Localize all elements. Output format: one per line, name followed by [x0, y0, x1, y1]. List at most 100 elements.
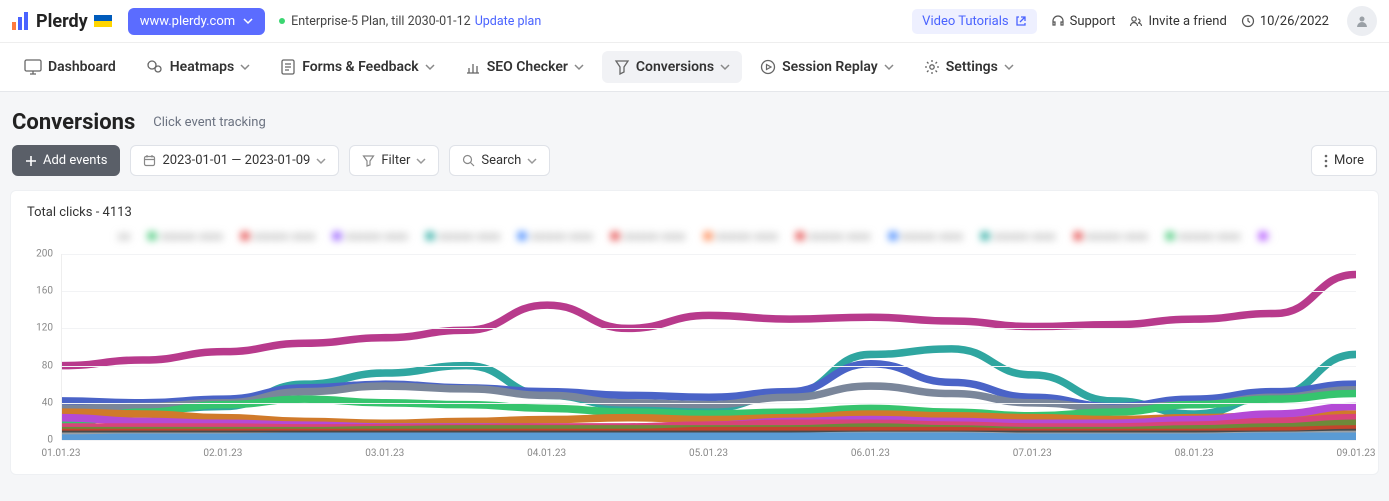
dots-vertical-icon [1324, 154, 1328, 168]
chart-area: 04080120160200 01.01.2302.01.2303.01.230… [27, 254, 1362, 464]
more-label: More [1334, 153, 1364, 168]
video-tutorials-label: Video Tutorials [922, 14, 1008, 29]
plus-icon [25, 155, 37, 167]
status-dot-icon [279, 18, 285, 24]
nav-label: Settings [946, 59, 998, 75]
headset-icon [1051, 14, 1065, 28]
plan-info: Enterprise-5 Plan, till 2030-01-12 Updat… [279, 14, 541, 29]
add-events-label: Add events [43, 153, 107, 168]
nav-forms[interactable]: Forms & Feedback [268, 51, 447, 83]
plot-area [61, 254, 1356, 440]
funnel-icon [614, 59, 630, 75]
chart-title: Total clicks - 4113 [27, 205, 1362, 220]
add-events-button[interactable]: Add events [12, 145, 120, 176]
x-tick-label: 06.01.23 [851, 448, 890, 459]
x-tick-label: 03.01.23 [365, 448, 404, 459]
update-plan-link[interactable]: Update plan [475, 14, 542, 29]
nav-session-replay[interactable]: Session Replay [748, 51, 906, 83]
more-button[interactable]: More [1311, 145, 1377, 176]
gear-icon [924, 59, 940, 75]
nav-conversions[interactable]: Conversions [602, 51, 742, 83]
chart-card: Total clicks - 4113 xxxxxx xxxxxxxxxx xx… [10, 190, 1379, 475]
invite-link[interactable]: Invite a friend [1129, 14, 1226, 29]
chevron-down-icon [720, 62, 730, 72]
y-tick-label: 200 [36, 249, 53, 260]
x-tick-label: 01.01.23 [42, 448, 81, 459]
page-subtitle: Click event tracking [153, 115, 266, 130]
external-link-icon [1015, 15, 1027, 27]
heatmap-icon [146, 59, 164, 75]
plan-text: Enterprise-5 Plan, till 2030-01-12 [291, 14, 471, 29]
chevron-down-icon [574, 62, 584, 72]
monitor-icon [24, 59, 42, 75]
nav-dashboard[interactable]: Dashboard [12, 51, 128, 83]
video-tutorials-button[interactable]: Video Tutorials [912, 9, 1036, 34]
topbar-right: Video Tutorials Support Invite a friend … [912, 6, 1377, 36]
search-button[interactable]: Search [449, 145, 550, 176]
y-tick-label: 80 [42, 360, 53, 371]
nav-label: Heatmaps [170, 59, 234, 75]
site-selector-button[interactable]: www.plerdy.com [128, 8, 265, 35]
date-display: 10/26/2022 [1241, 14, 1329, 29]
y-tick-label: 120 [36, 323, 53, 334]
chart-title-prefix: Total clicks - [27, 205, 103, 220]
nav-heatmaps[interactable]: Heatmaps [134, 51, 262, 83]
y-tick-label: 160 [36, 286, 53, 297]
date-range-button[interactable]: 2023-01-01 — 2023-01-09 [130, 145, 339, 176]
user-avatar[interactable] [1347, 6, 1377, 36]
filter-button[interactable]: Filter [349, 145, 439, 176]
clock-icon [1241, 14, 1255, 28]
y-tick-label: 0 [47, 435, 53, 446]
support-link[interactable]: Support [1051, 14, 1116, 29]
chevron-down-icon [425, 62, 435, 72]
invite-label: Invite a friend [1148, 14, 1226, 29]
nav-label: Dashboard [48, 59, 116, 75]
page-title: Conversions [12, 110, 135, 135]
date-range-label: 2023-01-01 — 2023-01-09 [162, 153, 310, 168]
chevron-down-icon [243, 16, 253, 26]
x-tick-label: 02.01.23 [203, 448, 242, 459]
x-tick-label: 04.01.23 [527, 448, 566, 459]
logo-text: Plerdy [36, 11, 88, 32]
x-tick-label: 05.01.23 [689, 448, 728, 459]
toolbar: Add events 2023-01-01 — 2023-01-09 Filte… [0, 145, 1389, 190]
chart-lines [62, 254, 1356, 440]
chevron-down-icon [527, 156, 537, 166]
nav-label: Session Replay [782, 59, 878, 75]
logo[interactable]: Plerdy [12, 11, 112, 32]
nav-seo[interactable]: SEO Checker [453, 51, 596, 83]
logo-icon [12, 12, 32, 30]
support-label: Support [1070, 14, 1116, 29]
chart-series-line [62, 274, 1356, 365]
nav-settings[interactable]: Settings [912, 51, 1026, 83]
ukraine-flag-icon [94, 15, 112, 27]
nav-label: Forms & Feedback [302, 59, 419, 75]
chart-total: 4113 [103, 205, 132, 220]
x-axis: 01.01.2302.01.2303.01.2304.01.2305.01.23… [61, 444, 1356, 464]
play-circle-icon [760, 59, 776, 75]
search-icon [462, 154, 475, 167]
calendar-icon [143, 154, 156, 167]
chevron-down-icon [240, 62, 250, 72]
chevron-down-icon [1004, 62, 1014, 72]
chart-legend: xxxxxx xxxxxxxxxx xxxxxxxxxx xxxxxxxxxx … [117, 226, 1272, 246]
main-nav: Dashboard Heatmaps Forms & Feedback SEO … [0, 43, 1389, 92]
page-header: Conversions Click event tracking [0, 92, 1389, 145]
filter-label: Filter [381, 153, 410, 168]
chevron-down-icon [884, 62, 894, 72]
form-icon [280, 59, 296, 75]
x-tick-label: 08.01.23 [1175, 448, 1214, 459]
topbar: Plerdy www.plerdy.com Enterprise-5 Plan,… [0, 0, 1389, 43]
site-selector-label: www.plerdy.com [140, 14, 235, 29]
filter-icon [362, 154, 375, 167]
date-text: 10/26/2022 [1260, 14, 1329, 29]
x-tick-label: 09.01.23 [1337, 448, 1376, 459]
x-tick-label: 07.01.23 [1013, 448, 1052, 459]
chart-series-line [62, 436, 1356, 438]
chart-icon [465, 59, 481, 75]
search-label: Search [481, 153, 521, 168]
y-tick-label: 40 [42, 397, 53, 408]
y-axis: 04080120160200 [27, 254, 57, 440]
chevron-down-icon [316, 156, 326, 166]
person-icon [1354, 13, 1370, 29]
